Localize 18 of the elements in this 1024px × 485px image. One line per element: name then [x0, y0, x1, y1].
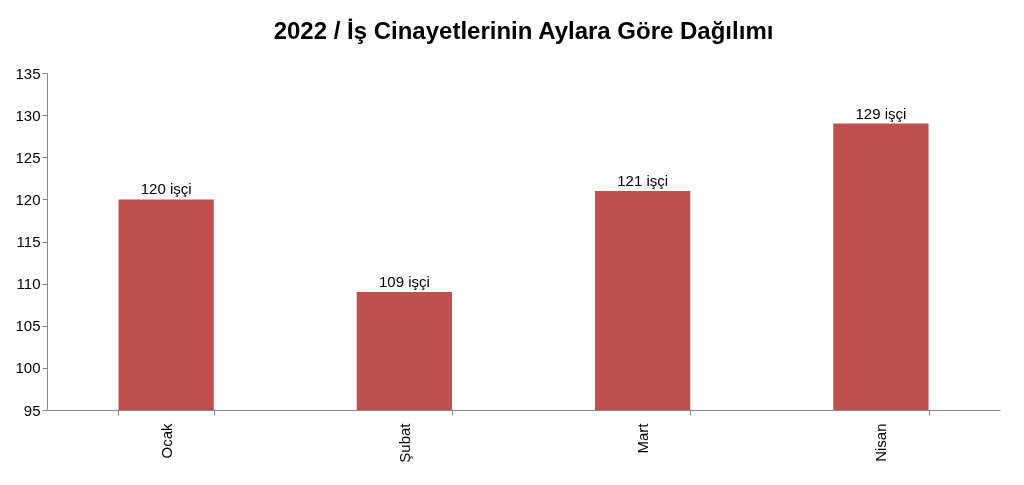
chart-title: 2022 / İş Cinayetlerinin Aylara Göre Dağılımı — [273, 17, 774, 44]
y-tick-label: 105 — [15, 317, 41, 335]
data-label: 120 işçi — [140, 180, 192, 198]
y-tick-label: 125 — [15, 148, 41, 166]
x-tick-label: Nisan — [872, 423, 890, 462]
x-tick-label: Ocak — [157, 423, 175, 459]
y-tick-label: 115 — [16, 233, 41, 250]
x-tick-label: Şubat — [395, 422, 413, 463]
y-tick-label: 95 — [23, 401, 41, 419]
data-label: 129 işçi — [855, 104, 907, 122]
y-tick-label: 135 — [15, 64, 41, 82]
y-tick-label: 120 — [15, 190, 41, 208]
x-tick-label: Mart — [634, 422, 652, 454]
y-tick-label: 130 — [15, 106, 41, 124]
data-label: 121 işçi — [617, 171, 669, 189]
data-label: 109 işçi — [378, 273, 430, 291]
y-tick-label: 110 — [16, 275, 41, 293]
y-tick-label: 100 — [15, 359, 41, 377]
